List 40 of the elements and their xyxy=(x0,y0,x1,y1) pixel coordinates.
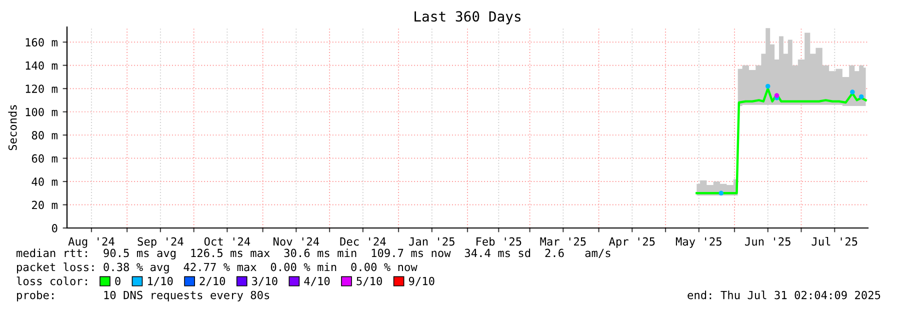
legend-label: 9/10 xyxy=(408,276,434,286)
legend-label: 4/10 xyxy=(304,276,330,286)
point xyxy=(774,93,780,98)
point xyxy=(850,90,855,94)
x-tick-label: Jan '25 xyxy=(409,237,454,246)
y-tick-label: 60 m xyxy=(32,154,58,163)
x-tick-label: Jul '25 xyxy=(812,237,858,246)
text: probe: 10 DNS requests every 80s xyxy=(17,290,270,302)
legend-label: 2/10 xyxy=(200,276,226,286)
legend-label: 5/10 xyxy=(356,276,382,286)
y-tick-label: 100 m xyxy=(26,108,58,116)
x-tick-label: Apr '25 xyxy=(608,237,655,248)
x-tick-label: Feb '25 xyxy=(476,237,522,246)
x-tick-label: Aug '24 xyxy=(68,237,114,248)
point xyxy=(765,84,770,89)
chart-title: Last 360 Days xyxy=(414,11,520,24)
text: median rtt: 90.5 ms avg 126.5 ms max 30.6 ms min 109.7 ms now 34.4 ms sd 2.6 am/s xyxy=(16,248,610,260)
y-tick-label: 80 m xyxy=(32,131,58,140)
x-tick-label: Dec '24 xyxy=(340,237,386,246)
x-tick-label: Jun '25 xyxy=(745,237,790,246)
legend-title: loss color: xyxy=(16,276,87,286)
point xyxy=(858,94,864,100)
legend-label: 1/10 xyxy=(148,276,173,286)
legend-label: 0 xyxy=(115,276,120,286)
legend-label: 3/10 xyxy=(252,276,278,286)
point xyxy=(718,190,724,196)
x-tick-label: Mar '25 xyxy=(540,237,586,246)
text: end: Thu Jul 31 02:04:09 2025 xyxy=(688,290,880,300)
x-tick-label: May '25 xyxy=(676,237,722,248)
y-axis-title: Seconds xyxy=(8,105,17,150)
y-tick-label: 20 m xyxy=(32,200,58,210)
x-tick-label: Sep '24 xyxy=(138,237,184,248)
y-tick-label: 160 m xyxy=(26,38,58,47)
y-tick-label: 0 xyxy=(52,224,58,232)
y-tick-label: 120 m xyxy=(26,84,58,93)
y-tick-label: 140 m xyxy=(26,61,58,70)
y-tick-label: 40 m xyxy=(32,178,58,186)
x-tick-label: Oct '24 xyxy=(204,237,250,246)
text: packet loss: 0.38 % avg 42.77 % max 0.00 % min 0.00 % now xyxy=(17,262,418,274)
x-tick-label: Nov '24 xyxy=(274,237,320,246)
